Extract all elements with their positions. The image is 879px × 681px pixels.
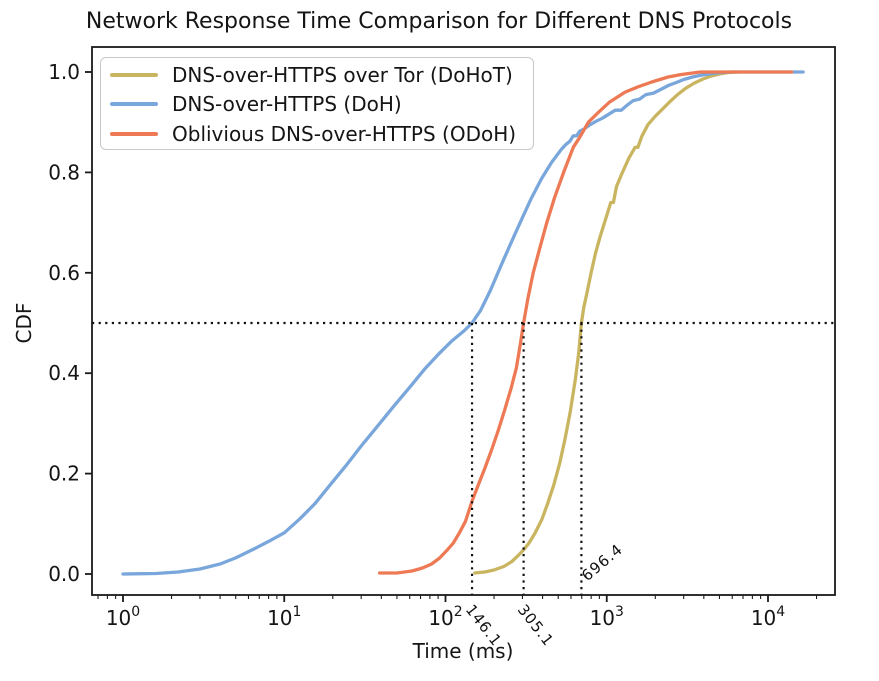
y-tick-label: 0.4 [48, 361, 80, 385]
legend-label-dohot: DNS-over-HTTPS over Tor (DoHoT) [172, 62, 513, 87]
x-tick-label: 100 [106, 604, 140, 630]
x-axis-label: Time (ms) [412, 639, 514, 663]
figure-title: Network Response Time Comparison for Dif… [86, 9, 792, 34]
legend-label-odoh: Oblivious DNS-over-HTTPS (ODoH) [172, 121, 517, 146]
legend-item-dohot: DNS-over-HTTPS over Tor (DoHoT) [101, 60, 533, 90]
y-tick-label: 0.2 [48, 462, 80, 486]
x-tick-label: 102 [428, 604, 462, 630]
cdf-curve-dns-over-https-doh- [121, 70, 805, 576]
y-axis-label: CDF [12, 303, 36, 344]
x-tick-label: 103 [590, 604, 624, 630]
plot-spines [91, 46, 836, 596]
legend-line-swatch-odoh [110, 131, 158, 136]
cdf-curve-dns-over-https-over-tor-dohot- [473, 70, 740, 575]
y-tick-label: 0.8 [48, 160, 80, 184]
x-tick-label: 104 [751, 604, 785, 630]
legend-item-odoh: Oblivious DNS-over-HTTPS (ODoH) [101, 119, 533, 149]
legend-label-doh: DNS-over-HTTPS (DoH) [172, 92, 402, 117]
legend-item-doh: DNS-over-HTTPS (DoH) [101, 90, 533, 120]
legend-line-swatch-doh [110, 102, 158, 107]
x-tick-label: 101 [267, 604, 301, 630]
y-tick-label: 0.0 [48, 562, 80, 586]
legend-box: DNS-over-HTTPS over Tor (DoHoT) DNS-over… [100, 57, 534, 150]
y-tick-label: 1.0 [48, 60, 80, 84]
y-tick-label: 0.6 [48, 261, 80, 285]
legend-line-swatch-dohot [110, 72, 158, 77]
